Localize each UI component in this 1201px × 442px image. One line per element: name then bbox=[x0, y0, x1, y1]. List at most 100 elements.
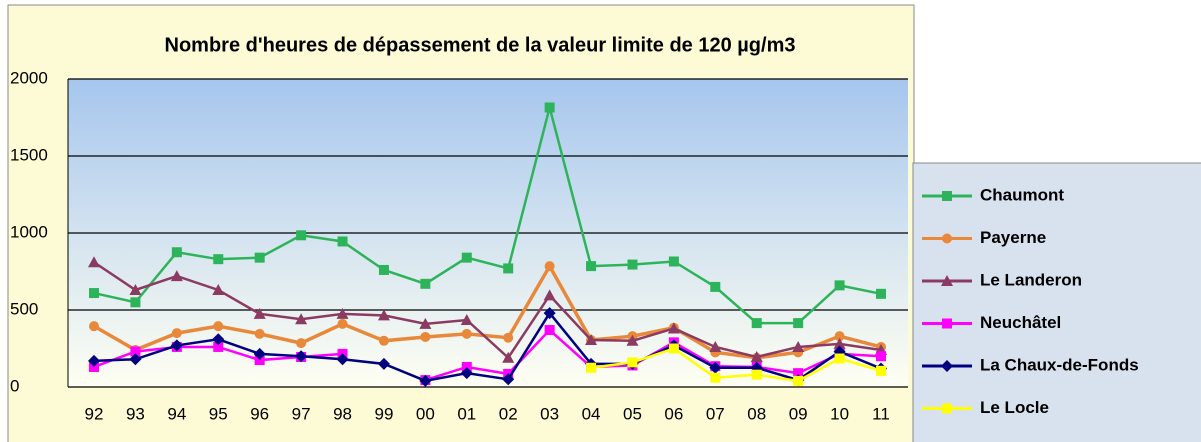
legend-marker bbox=[942, 318, 952, 329]
y-tick-label: 1000 bbox=[10, 222, 48, 241]
legend-label: Payerne bbox=[980, 228, 1046, 247]
x-tick-label: 08 bbox=[747, 404, 766, 423]
point bbox=[793, 368, 804, 379]
point bbox=[503, 263, 514, 274]
point bbox=[668, 343, 679, 354]
point bbox=[336, 353, 349, 366]
y-tick-label: 2000 bbox=[10, 68, 48, 87]
point bbox=[502, 373, 515, 386]
point bbox=[337, 318, 348, 329]
point bbox=[544, 261, 555, 272]
chart-title: Nombre d'heures de dépassement de la val… bbox=[165, 34, 796, 56]
x-tick-label: 06 bbox=[664, 404, 683, 423]
legend-marker bbox=[942, 191, 952, 201]
legend-label: Neuchâtel bbox=[980, 313, 1061, 332]
x-tick-label: 02 bbox=[499, 404, 518, 423]
series-line bbox=[590, 347, 882, 383]
x-tick-label: 10 bbox=[830, 404, 849, 423]
point bbox=[543, 289, 556, 301]
point bbox=[834, 280, 845, 291]
point bbox=[751, 369, 762, 380]
point bbox=[461, 361, 472, 372]
series-line bbox=[93, 102, 882, 325]
point bbox=[212, 283, 225, 295]
point bbox=[254, 355, 265, 366]
legend-label: Le Locle bbox=[980, 398, 1049, 417]
point bbox=[667, 322, 680, 334]
point bbox=[89, 288, 99, 299]
point bbox=[377, 309, 390, 321]
point bbox=[586, 362, 597, 373]
series-line bbox=[93, 261, 882, 360]
series-line bbox=[93, 310, 882, 383]
point bbox=[253, 307, 266, 319]
legend-marker bbox=[941, 275, 953, 286]
x-tick-label: 96 bbox=[250, 404, 269, 423]
point bbox=[296, 338, 307, 349]
point bbox=[876, 365, 886, 376]
legend-label: La Chaux-de-Fonds bbox=[980, 355, 1139, 374]
point bbox=[129, 353, 142, 366]
point bbox=[377, 357, 390, 370]
point bbox=[171, 328, 182, 339]
x-tick-label: 11 bbox=[872, 404, 890, 423]
point bbox=[89, 361, 99, 372]
point bbox=[213, 321, 224, 332]
legend-marker bbox=[942, 233, 952, 244]
x-tick-label: 95 bbox=[209, 404, 228, 423]
y-tick-label: 1500 bbox=[10, 145, 48, 164]
point bbox=[420, 278, 431, 289]
point bbox=[710, 372, 721, 383]
point bbox=[460, 314, 473, 326]
point bbox=[130, 346, 141, 357]
x-tick-label: 92 bbox=[85, 404, 104, 423]
point bbox=[461, 252, 472, 263]
point bbox=[171, 247, 182, 258]
x-tick-label: 97 bbox=[292, 404, 311, 423]
point bbox=[709, 340, 722, 352]
point bbox=[834, 331, 845, 342]
point bbox=[254, 328, 265, 339]
x-tick-label: 94 bbox=[167, 404, 186, 423]
point bbox=[212, 333, 225, 346]
point bbox=[130, 297, 141, 308]
point bbox=[544, 325, 555, 336]
y-tick-label: 500 bbox=[10, 299, 38, 318]
point bbox=[336, 307, 349, 319]
point bbox=[543, 307, 556, 320]
x-tick-label: 09 bbox=[789, 404, 808, 423]
point bbox=[420, 331, 431, 342]
point bbox=[88, 256, 100, 268]
point bbox=[460, 367, 473, 380]
x-tick-label: 98 bbox=[333, 404, 352, 423]
point bbox=[419, 374, 432, 387]
point bbox=[88, 354, 100, 367]
point bbox=[378, 335, 389, 346]
point bbox=[295, 313, 308, 325]
point bbox=[627, 357, 638, 368]
y-tick-label: 0 bbox=[10, 376, 19, 395]
point bbox=[461, 328, 472, 339]
point bbox=[89, 321, 99, 332]
point bbox=[668, 256, 679, 267]
point bbox=[710, 281, 721, 292]
point bbox=[544, 102, 555, 113]
point bbox=[503, 332, 514, 343]
point bbox=[834, 353, 845, 364]
point bbox=[793, 318, 804, 329]
point bbox=[378, 264, 389, 275]
x-tick-label: 07 bbox=[706, 404, 725, 423]
point bbox=[502, 351, 515, 363]
x-tick-label: 04 bbox=[582, 404, 601, 423]
point bbox=[254, 252, 265, 263]
point bbox=[213, 341, 224, 352]
x-tick-label: 93 bbox=[126, 404, 145, 423]
point bbox=[170, 339, 183, 352]
x-tick-label: 00 bbox=[416, 404, 435, 423]
point bbox=[253, 347, 266, 360]
x-tick-label: 05 bbox=[623, 404, 642, 423]
x-tick-label: 01 bbox=[457, 404, 476, 423]
point bbox=[170, 270, 183, 282]
point bbox=[213, 254, 224, 265]
